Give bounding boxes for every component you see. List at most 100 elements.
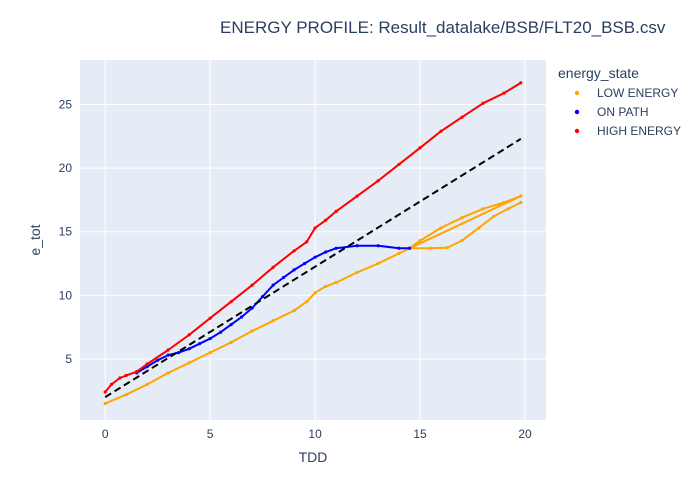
legend-items[interactable]: LOW ENERGY ON PATH HIGH ENERGY [574,86,681,138]
data-point-on-path [166,353,170,357]
data-point-high-energy [208,316,212,320]
data-point-on-path [177,350,181,355]
data-point-low-energy [477,226,481,230]
data-point-low-energy [519,200,523,205]
data-point-on-path [208,336,212,341]
series-high-energy [103,81,523,394]
y-tick-label: 10 [59,288,73,302]
data-point-low-energy [271,319,275,323]
y-tick-label: 5 [65,352,72,366]
data-point-high-energy [519,81,523,85]
data-point-high-energy [292,249,296,253]
data-point-low-energy [229,340,233,345]
data-point-high-energy [502,91,506,95]
y-tick-label: 15 [59,225,73,239]
y-tick-label: 20 [59,161,73,175]
legend-label: HIGH ENERGY [597,124,681,138]
legend-item-on-path[interactable]: ON PATH [574,105,649,119]
tick-labels: 0 5 10 15 20 5 10 15 20 25 [59,98,532,441]
data-point-low-energy [460,216,464,220]
data-point-on-path [187,347,191,351]
data-point-on-path [229,322,233,327]
y-axis-title: e_tot [27,224,43,255]
x-tick-label: 0 [102,427,109,441]
data-point-high-energy [229,300,233,304]
legend-marker [574,90,580,96]
data-point-low-energy [502,200,506,205]
data-point-low-energy [428,246,433,250]
data-point-high-energy [103,390,107,394]
data-point-low-energy [103,401,107,406]
series-line-high-energy [104,82,522,393]
y-tick-label: 25 [59,98,73,112]
data-point-low-energy [166,371,170,375]
data-point-high-energy [460,115,464,119]
legend-item-low-energy[interactable]: LOW ENERGY [574,86,679,100]
reference-dashed-line [104,138,522,398]
data-point-high-energy [323,218,328,222]
data-point-on-path [355,244,359,248]
legend-label: ON PATH [597,105,649,119]
data-point-low-energy [460,239,464,243]
x-tick-label: 20 [518,427,532,441]
data-point-on-path [303,261,307,266]
legend-marker [574,109,580,115]
data-point-low-energy [323,284,328,289]
data-point-high-energy [418,146,422,150]
data-point-on-path [292,268,296,272]
data-point-high-energy [250,283,254,287]
data-point-high-energy [109,382,114,386]
data-point-on-path [397,246,401,250]
series-low-energy [103,194,523,406]
data-point-high-energy [305,240,309,244]
data-point-low-energy [519,194,523,198]
data-point-on-path [261,295,265,299]
data-point-on-path [376,244,380,248]
series-line-low-energy [104,195,522,405]
data-point-on-path [219,330,223,334]
data-point-low-energy [124,392,128,397]
data-point-low-energy [491,214,496,219]
data-point-high-energy [397,162,401,166]
data-point-on-path [282,275,286,280]
data-point-high-energy [166,348,170,352]
legend-item-high-energy[interactable]: HIGH ENERGY [574,124,681,138]
data-point-high-energy [439,129,443,133]
chart-title: ENERGY PROFILE: Result_datalake/BSB/FLT2… [220,18,666,37]
grid-lines [80,60,546,420]
data-point-high-energy [187,333,191,337]
data-point-high-energy [355,194,359,198]
legend[interactable]: energy_state LOW ENERGY ON PATH HIGH ENERG… [558,65,681,138]
data-point-on-path [334,246,338,250]
data-point-low-energy [355,270,359,275]
data-point-on-path [240,315,244,319]
data-point-on-path [271,283,275,287]
data-point-low-energy [334,281,338,285]
legend-marker [574,128,580,134]
data-point-on-path [323,250,328,254]
data-point-on-path [198,342,202,346]
x-tick-label: 10 [308,427,322,441]
data-point-low-energy [313,291,317,295]
data-point-low-energy [376,261,380,266]
data-point-low-energy [187,361,191,365]
data-point-high-energy [481,101,485,105]
data-point-high-energy [334,209,338,213]
data-layer [103,81,523,406]
data-point-low-energy [208,350,212,355]
legend-label: LOW ENERGY [597,86,678,100]
data-point-low-energy [145,382,149,386]
x-tick-label: 15 [413,427,427,441]
data-point-on-path [407,246,412,250]
data-point-low-energy [250,329,254,333]
data-point-high-energy [135,370,139,374]
data-point-high-energy [313,226,317,230]
data-point-high-energy [376,179,380,183]
data-point-low-energy [445,246,449,250]
data-point-high-energy [124,373,128,378]
data-point-low-energy [305,300,309,304]
data-point-low-energy [439,226,443,230]
x-tick-label: 5 [207,427,214,441]
data-point-low-energy [481,207,485,211]
